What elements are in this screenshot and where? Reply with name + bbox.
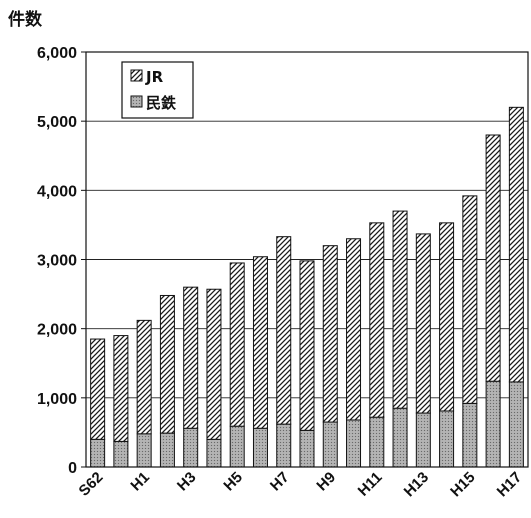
x-axis: S62 H1 H3 H5 H7 H9 H11 H13 H15 H17 bbox=[76, 469, 526, 500]
y-tick-label: 1,000 bbox=[37, 391, 77, 408]
bar-mintetsu-12 bbox=[346, 419, 362, 468]
y-tick-label: 3,000 bbox=[37, 253, 77, 270]
x-tick-label: H15 bbox=[447, 469, 478, 500]
x-tick-label: S62 bbox=[76, 469, 107, 500]
y-axis-label: 件数 bbox=[8, 9, 43, 30]
bar-jr-1 bbox=[90, 338, 106, 440]
bar-mintetsu-4 bbox=[159, 432, 175, 468]
bar-mintetsu-11 bbox=[322, 421, 338, 468]
y-tick-label: 0 bbox=[68, 460, 77, 477]
bar-jr-15 bbox=[415, 233, 431, 414]
bar-mintetsu-13 bbox=[369, 416, 385, 468]
y-tick-label: 5,000 bbox=[37, 114, 77, 131]
y-axis: 0 1,000 2,000 3,000 4,000 5,000 6,000 bbox=[37, 45, 86, 477]
bar-mintetsu-8 bbox=[252, 427, 268, 468]
bars bbox=[90, 106, 524, 468]
bar-mintetsu-2 bbox=[113, 440, 129, 468]
x-tick-label: H7 bbox=[267, 469, 293, 495]
bar-mintetsu-1 bbox=[90, 438, 106, 468]
x-tick-label: H5 bbox=[220, 469, 246, 495]
bar-mintetsu-9 bbox=[276, 423, 292, 468]
x-tick-label: H13 bbox=[401, 469, 432, 500]
bar-jr-2 bbox=[113, 335, 129, 442]
y-tick-label: 2,000 bbox=[37, 322, 77, 339]
legend-label-mintetsu: 民鉄 bbox=[146, 94, 176, 112]
legend: JR 民鉄 bbox=[121, 61, 194, 119]
bar-jr-12 bbox=[346, 238, 362, 421]
bar-mintetsu-10 bbox=[299, 429, 315, 468]
bar-mintetsu-18 bbox=[485, 380, 501, 468]
x-tick-label: H3 bbox=[174, 469, 200, 495]
legend-swatch-mintetsu bbox=[130, 95, 143, 108]
bar-jr-10 bbox=[299, 260, 315, 431]
bar-jr-19 bbox=[508, 106, 524, 383]
x-tick-label: H9 bbox=[314, 469, 340, 495]
y-tick-label: 6,000 bbox=[37, 45, 77, 62]
bar-mintetsu-16 bbox=[439, 410, 455, 468]
bar-jr-4 bbox=[159, 294, 175, 434]
bar-mintetsu-14 bbox=[392, 407, 408, 468]
bar-jr-14 bbox=[392, 210, 408, 409]
bar-jr-9 bbox=[276, 236, 292, 425]
bar-mintetsu-15 bbox=[415, 412, 431, 468]
y-tick-label: 4,000 bbox=[37, 183, 77, 200]
bar-mintetsu-7 bbox=[229, 425, 245, 468]
bar-mintetsu-5 bbox=[183, 427, 199, 468]
bar-jr-18 bbox=[485, 134, 501, 382]
bar-mintetsu-19 bbox=[508, 381, 524, 468]
bar-jr-3 bbox=[136, 319, 152, 435]
bar-mintetsu-17 bbox=[462, 402, 478, 468]
x-tick-label: H17 bbox=[494, 469, 525, 500]
bar-mintetsu-3 bbox=[136, 433, 152, 468]
legend-swatch-jr bbox=[130, 69, 143, 82]
bar-jr-6 bbox=[206, 288, 222, 440]
bar-jr-11 bbox=[322, 245, 338, 423]
bar-jr-17 bbox=[462, 195, 478, 404]
bar-mintetsu-6 bbox=[206, 438, 222, 468]
bar-jr-16 bbox=[439, 222, 455, 412]
legend-label-jr: JR bbox=[145, 68, 164, 86]
bar-jr-13 bbox=[369, 222, 385, 418]
x-tick-label: H1 bbox=[127, 469, 153, 495]
x-tick-label: H11 bbox=[355, 469, 386, 500]
bar-jr-5 bbox=[183, 286, 199, 429]
bar-jr-8 bbox=[252, 256, 268, 429]
bar-jr-7 bbox=[229, 262, 245, 427]
